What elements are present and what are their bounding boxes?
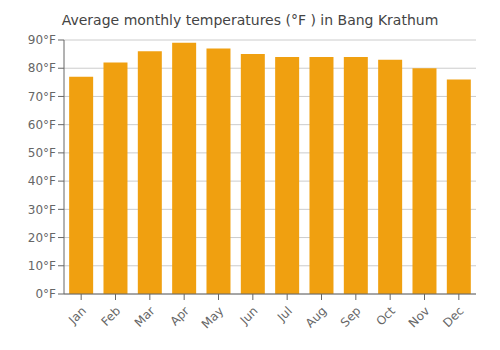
svg-text:90°F: 90°F — [28, 33, 56, 47]
svg-text:0°F: 0°F — [35, 287, 56, 301]
svg-text:20°F: 20°F — [28, 231, 56, 245]
svg-text:70°F: 70°F — [28, 90, 56, 104]
svg-text:Aug: Aug — [303, 304, 329, 330]
svg-text:80°F: 80°F — [28, 61, 56, 75]
svg-text:Jun: Jun — [237, 304, 261, 328]
svg-text:Feb: Feb — [98, 304, 123, 329]
svg-text:Oct: Oct — [373, 304, 398, 329]
svg-text:30°F: 30°F — [28, 203, 56, 217]
svg-text:Mar: Mar — [132, 304, 158, 330]
svg-text:40°F: 40°F — [28, 174, 56, 188]
svg-text:Dec: Dec — [440, 304, 466, 330]
svg-text:Jan: Jan — [65, 304, 89, 328]
svg-text:Nov: Nov — [406, 304, 432, 330]
svg-text:Sep: Sep — [338, 304, 364, 330]
svg-text:Apr: Apr — [167, 304, 192, 329]
svg-text:May: May — [199, 304, 226, 331]
svg-text:Jul: Jul — [274, 304, 295, 325]
svg-text:10°F: 10°F — [28, 259, 56, 273]
svg-text:50°F: 50°F — [28, 146, 56, 160]
html-text:Average monthly temperatures (: Average monthly temperatures (°F ) in Ba… — [61, 12, 439, 28]
svg-text:60°F: 60°F — [28, 118, 56, 132]
